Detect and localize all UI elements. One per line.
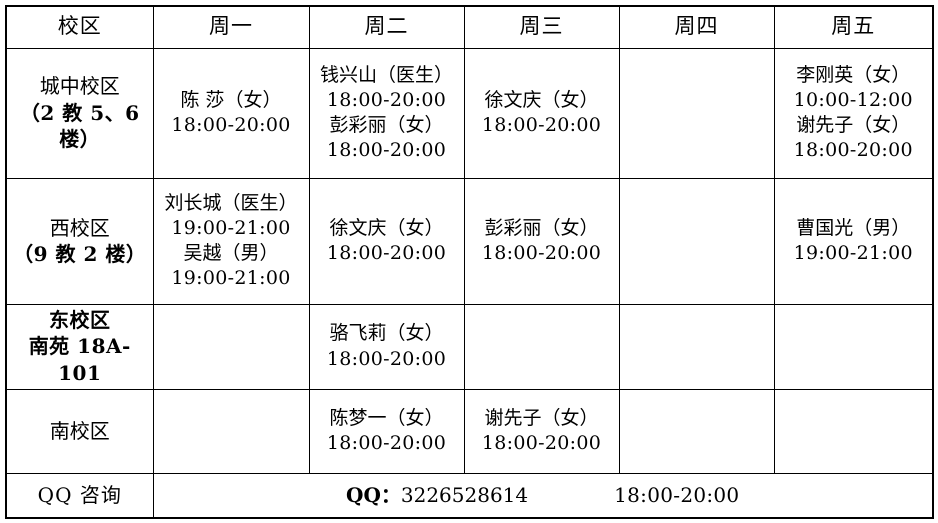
staff-name: 刘长城（医生）	[164, 191, 298, 214]
staff-name: 骆飞莉（女）	[329, 322, 444, 345]
staff-name: 徐文庆（女）	[329, 216, 444, 239]
schedule-cell-tuesday: 徐文庆（女） 18:00-20:00	[308, 177, 465, 305]
campus-label-cell: 西校区 （9 教 2 楼）	[5, 177, 154, 305]
qq-duty-time: 18:00-20:00	[614, 483, 740, 508]
campus-label-cell: 南校区	[5, 388, 154, 474]
empty-cell-monday	[152, 303, 310, 390]
staff-name: 徐文庆（女）	[484, 88, 599, 111]
duty-time: 18:00-20:00	[481, 242, 602, 264]
schedule-entry: 徐文庆（女） 18:00-20:00	[468, 88, 616, 138]
schedule-cell-monday: 刘长城（医生） 19:00-21:00 吴越（男） 19:00-21:00	[152, 177, 310, 305]
schedule-cell-tuesday: 钱兴山（医生） 18:00-20:00 彭彩丽（女） 18:00-20:00	[308, 47, 465, 179]
table-row: 西校区 （9 教 2 楼） 刘长城（医生） 19:00-21:00 吴越（男） 19:00…	[5, 177, 934, 305]
staff-name: 谢先子（女）	[484, 406, 599, 429]
campus-label-line: （2 教 5、6	[19, 100, 140, 125]
schedule-cell-wednesday: 彭彩丽（女） 18:00-20:00	[463, 177, 620, 305]
schedule-entry: 陈 莎（女） 18:00-20:00	[157, 88, 306, 138]
schedule-entry: 彭彩丽（女） 18:00-20:00	[313, 113, 461, 163]
schedule-cell-monday: 陈 莎（女） 18:00-20:00	[152, 47, 310, 179]
empty-cell-monday	[152, 388, 310, 474]
qq-key-label: QQ：	[346, 483, 401, 508]
campus-label-cell: 城中校区 （2 教 5、6 楼）	[5, 47, 154, 179]
duty-time: 18:00-20:00	[481, 114, 602, 136]
empty-cell-thursday	[618, 388, 775, 474]
campus-label-line: 南苑 18A-101	[28, 334, 131, 385]
qq-contact-cell: QQ：3226528614 18:00-20:00	[152, 472, 934, 519]
duty-time: 18:00-20:00	[793, 139, 913, 162]
column-header-monday: 周一	[152, 5, 310, 49]
duty-time: 18:00-20:00	[326, 432, 447, 454]
column-header-friday: 周五	[773, 5, 934, 49]
schedule-entry: 徐文庆（女） 18:00-20:00	[313, 216, 461, 266]
empty-cell-thursday	[618, 47, 775, 179]
qq-number: 3226528614	[400, 483, 529, 508]
duty-time: 18:00-20:00	[326, 242, 447, 264]
qq-footer-row: QQ 咨询 QQ：3226528614 18:00-20:00	[5, 472, 934, 519]
empty-cell-thursday	[618, 177, 775, 305]
staff-name: 彭彩丽（女）	[329, 114, 444, 136]
empty-cell-friday	[773, 388, 934, 474]
campus-schedule-table: 校区 周一 周二 周三 周四 周五 城中校区 （2 教 5、6 楼） 陈 莎（女） 18…	[5, 5, 934, 519]
duty-time: 19:00-21:00	[171, 267, 291, 290]
schedule-cell-friday: 李刚英（女） 10:00-12:00 谢先子（女） 18:00-20:00	[773, 47, 934, 179]
duty-time: 19:00-21:00	[793, 242, 913, 264]
empty-cell-friday	[773, 303, 934, 390]
table-row: 城中校区 （2 教 5、6 楼）陈 莎（女） 18:00-20:00 钱兴山（医生） 18…	[5, 47, 934, 179]
schedule-entry: 陈梦一（女） 18:00-20:00	[313, 406, 461, 456]
schedule-cell-wednesday: 谢先子（女） 18:00-20:00	[463, 388, 620, 474]
empty-cell-thursday	[618, 303, 775, 390]
schedule-entry: 曹国光（男） 19:00-21:00	[778, 216, 930, 266]
campus-label-line: 南校区	[49, 418, 110, 443]
table-row: 东校区 南苑 18A-101 骆飞莉（女） 18:00-20:00	[5, 303, 934, 390]
campus-label-line: 东校区	[49, 307, 111, 332]
staff-name: 彭彩丽（女）	[484, 216, 599, 239]
schedule-entry: 彭彩丽（女） 18:00-20:00	[468, 216, 616, 266]
staff-name: 曹国光（男）	[796, 216, 911, 239]
duty-time: 18:00-20:00	[326, 347, 447, 370]
schedule-cell-tuesday: 骆飞莉（女） 18:00-20:00	[308, 303, 465, 390]
column-header-tuesday: 周二	[308, 5, 465, 49]
staff-name: 吴越（男）	[183, 242, 279, 264]
schedule-entry: 刘长城（医生） 19:00-21:00	[157, 191, 306, 241]
column-header-wednesday: 周三	[463, 5, 620, 49]
staff-name: 谢先子（女）	[796, 114, 911, 136]
schedule-cell-tuesday: 陈梦一（女） 18:00-20:00	[308, 388, 465, 474]
staff-name: 李刚英（女）	[796, 63, 911, 86]
column-header-thursday: 周四	[618, 5, 775, 49]
campus-label-line: （9 教 2 楼）	[13, 242, 147, 266]
schedule-cell-wednesday: 徐文庆（女） 18:00-20:00	[463, 47, 620, 179]
qq-label-cell: QQ 咨询	[5, 472, 154, 519]
column-header-campus: 校区	[5, 5, 154, 49]
duty-time: 19:00-21:00	[171, 216, 291, 239]
staff-name: 钱兴山（医生）	[319, 63, 453, 86]
schedule-entry: 谢先子（女） 18:00-20:00	[778, 113, 930, 163]
table-header-row: 校区 周一 周二 周三 周四 周五	[5, 5, 934, 49]
campus-label-cell: 东校区 南苑 18A-101	[5, 303, 154, 390]
campus-label-line: 西校区	[49, 215, 110, 240]
table-body: 城中校区 （2 教 5、6 楼）陈 莎（女） 18:00-20:00 钱兴山（医生） 18…	[5, 47, 934, 519]
duty-time: 10:00-12:00	[793, 88, 913, 111]
staff-name: 陈 莎（女）	[180, 88, 282, 111]
schedule-entry: 钱兴山（医生） 18:00-20:00	[313, 63, 461, 113]
staff-name: 陈梦一（女）	[329, 406, 444, 429]
campus-label-line: 楼）	[59, 127, 101, 152]
schedule-entry: 骆飞莉（女） 18:00-20:00	[313, 321, 461, 371]
duty-time: 18:00-20:00	[171, 114, 291, 136]
duty-time: 18:00-20:00	[481, 432, 602, 454]
campus-label-line: 城中校区	[39, 74, 120, 99]
table-row: 南校区 陈梦一（女） 18:00-20:00 谢先子（女） 18:00-20:00	[5, 388, 934, 474]
schedule-entry: 吴越（男） 19:00-21:00	[157, 241, 306, 291]
schedule-entry: 谢先子（女） 18:00-20:00	[468, 406, 616, 456]
empty-cell-wednesday	[463, 303, 620, 390]
schedule-entry: 李刚英（女） 10:00-12:00	[778, 63, 930, 113]
duty-time: 18:00-20:00	[326, 139, 447, 162]
schedule-cell-friday: 曹国光（男） 19:00-21:00	[773, 177, 934, 305]
duty-time: 18:00-20:00	[326, 88, 447, 111]
